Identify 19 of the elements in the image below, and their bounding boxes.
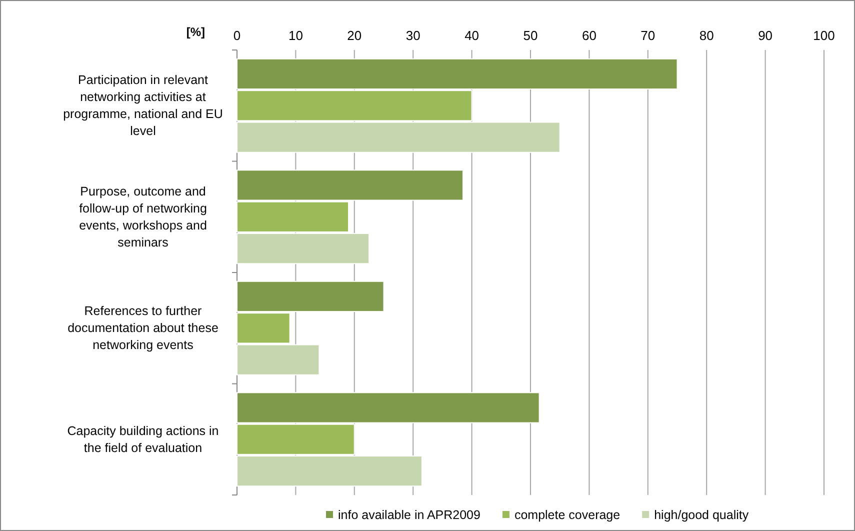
- y-tick-label: Participation in relevant networking activities at programme, national and EU level: [63, 73, 223, 138]
- x-tick-label: 100: [813, 28, 835, 43]
- x-tick-label: 60: [582, 28, 596, 43]
- y-tick-label: Capacity building actions in the field of evaluation: [67, 424, 219, 455]
- x-tick-label: 50: [523, 28, 538, 43]
- x-tick-label: 80: [699, 28, 714, 43]
- x-tick-label: 90: [758, 28, 773, 43]
- x-tick-label: 30: [406, 28, 420, 43]
- x-tick-label: 0: [233, 28, 241, 43]
- x-tick-label: 10: [288, 28, 303, 43]
- legend-label: info available in APR2009: [338, 508, 481, 522]
- x-tick-label: 70: [640, 28, 656, 43]
- legend-label: high/good quality: [654, 508, 750, 522]
- x-tick-label: 40: [464, 28, 480, 43]
- y-tick-label: Purpose, outcome and follow-up of networking events, workshops and seminars: [79, 184, 207, 250]
- x-axis-title: [%]: [186, 25, 205, 39]
- legend-label: complete coverage: [514, 508, 620, 522]
- x-tick-label: 20: [347, 28, 362, 43]
- y-tick-label: References to further documentation about these networking events: [68, 304, 218, 352]
